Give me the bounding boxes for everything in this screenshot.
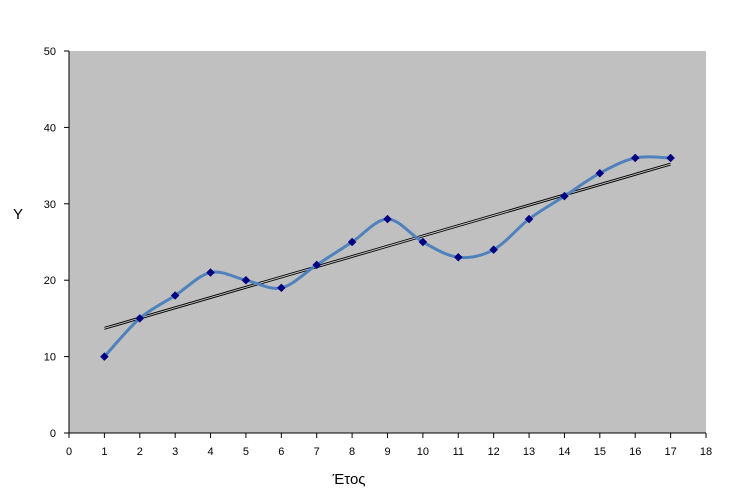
data-point (276, 283, 286, 293)
y-tick-label: 40 (44, 122, 56, 134)
x-tick-label: 6 (278, 446, 284, 458)
data-point (135, 314, 145, 323)
x-axis-title: Έτος (331, 471, 365, 488)
trendline (104, 162, 671, 328)
y-tick-label: 50 (44, 46, 56, 58)
plot-area (69, 51, 706, 433)
data-point (630, 153, 640, 163)
x-tick-label: 11 (453, 446, 464, 458)
x-tick-label: 10 (417, 446, 429, 458)
y-tick-label: 20 (44, 275, 56, 287)
x-tick-label: 9 (384, 446, 390, 458)
data-point (100, 352, 109, 361)
x-tick-label: 5 (243, 446, 249, 458)
x-tick-label: 16 (629, 446, 641, 458)
x-tick-label: 1 (101, 446, 107, 458)
data-point (560, 191, 569, 201)
y-axis-title: Y (13, 206, 23, 223)
x-tick-label: 18 (700, 446, 712, 458)
data-point (206, 268, 215, 277)
data-point (453, 252, 463, 262)
x-tick-label: 7 (314, 446, 320, 458)
trendline-shadow (104, 164, 671, 330)
x-tick-label: 3 (172, 446, 178, 458)
data-point (170, 291, 180, 300)
data-point (666, 153, 675, 163)
trendline-group (104, 162, 671, 330)
y-tick-label: 10 (44, 352, 56, 364)
x-tick-label: 17 (664, 446, 676, 458)
data-point (383, 214, 392, 224)
y-tick-label: 30 (44, 199, 56, 211)
data-point (241, 275, 251, 285)
data-point (524, 214, 534, 224)
x-tick-label: 15 (594, 446, 606, 458)
data-point (347, 237, 357, 247)
x-tick-label: 8 (349, 446, 355, 458)
x-tick-label: 2 (137, 446, 143, 458)
x-tick-label: 13 (523, 446, 535, 458)
x-tick-label: 14 (558, 446, 570, 458)
x-tick-label: 0 (66, 446, 72, 458)
data-point (595, 168, 605, 178)
axes (64, 50, 707, 438)
y-tick-label: 0 (50, 428, 56, 440)
data-point (489, 245, 499, 254)
x-tick-label: 4 (207, 446, 213, 458)
data-point (312, 260, 322, 270)
markers-group (100, 153, 675, 361)
data-point (418, 237, 428, 247)
x-tick-label: 12 (488, 446, 500, 458)
